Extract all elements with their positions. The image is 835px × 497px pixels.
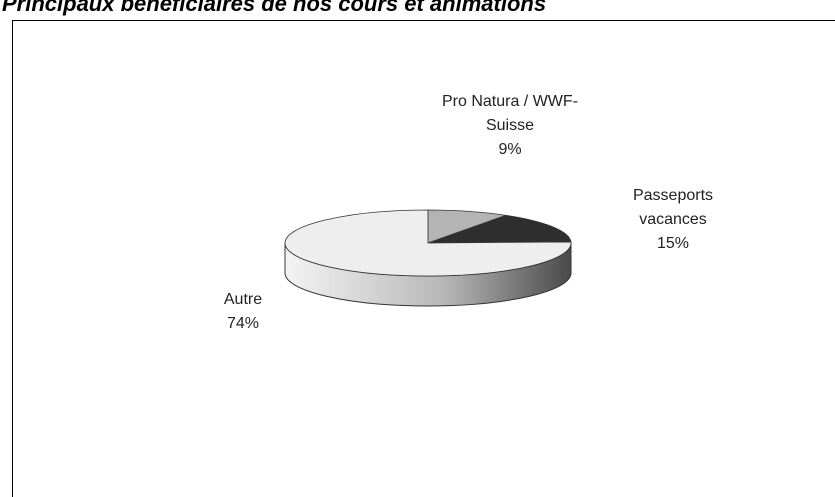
slice [427, 214, 572, 244]
value-label: 9% [498, 141, 522, 158]
category-label: Pro Natura / WWF-Suisse [441, 93, 578, 134]
chart-title: Principaux bénéficiaires de nos cours et… [2, 0, 547, 16]
category-label: Passeports vacances [632, 187, 714, 228]
value-label: 74% [226, 315, 260, 332]
slice [427, 209, 507, 244]
slice-label: Passeports vacances 15% [618, 184, 728, 256]
value-label: 15% [656, 235, 690, 252]
category-label: Autre [223, 291, 263, 308]
slice-label: Pro Natura / WWF-Suisse 9% [430, 90, 590, 162]
slice [284, 209, 572, 277]
slice-label: Autre 74% [203, 288, 283, 336]
